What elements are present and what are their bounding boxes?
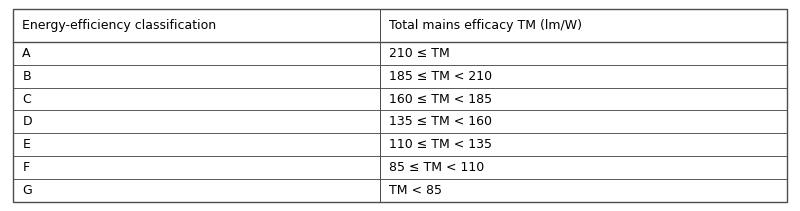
Bar xyxy=(13,111,380,133)
Text: C: C xyxy=(22,93,31,106)
Text: 160 ≤ TM < 185: 160 ≤ TM < 185 xyxy=(390,93,493,106)
Bar xyxy=(13,88,380,111)
Bar xyxy=(13,65,380,88)
Bar xyxy=(13,156,380,179)
Text: TM < 85: TM < 85 xyxy=(390,184,442,197)
Bar xyxy=(380,42,787,65)
Bar xyxy=(13,9,380,42)
Text: Energy-efficiency classification: Energy-efficiency classification xyxy=(22,19,217,32)
Bar xyxy=(380,9,787,42)
Bar xyxy=(380,156,787,179)
Bar xyxy=(380,65,787,88)
Text: 135 ≤ TM < 160: 135 ≤ TM < 160 xyxy=(390,115,493,128)
Bar xyxy=(380,179,787,202)
Text: 210 ≤ TM: 210 ≤ TM xyxy=(390,47,450,60)
Bar xyxy=(380,88,787,111)
Bar xyxy=(13,179,380,202)
Text: A: A xyxy=(22,47,31,60)
Bar xyxy=(13,42,380,65)
Text: 85 ≤ TM < 110: 85 ≤ TM < 110 xyxy=(390,161,485,174)
Text: 110 ≤ TM < 135: 110 ≤ TM < 135 xyxy=(390,138,493,151)
Text: Total mains efficacy TM (lm/W): Total mains efficacy TM (lm/W) xyxy=(390,19,582,32)
Text: E: E xyxy=(22,138,30,151)
Bar xyxy=(380,111,787,133)
Bar xyxy=(380,133,787,156)
Text: F: F xyxy=(22,161,30,174)
Bar xyxy=(13,133,380,156)
Text: D: D xyxy=(22,115,32,128)
Text: B: B xyxy=(22,70,31,83)
Text: 185 ≤ TM < 210: 185 ≤ TM < 210 xyxy=(390,70,493,83)
Text: G: G xyxy=(22,184,32,197)
